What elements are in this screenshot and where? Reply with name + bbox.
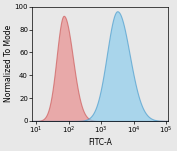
Y-axis label: Normalized To Mode: Normalized To Mode <box>4 25 13 102</box>
X-axis label: FITC-A: FITC-A <box>88 138 112 147</box>
